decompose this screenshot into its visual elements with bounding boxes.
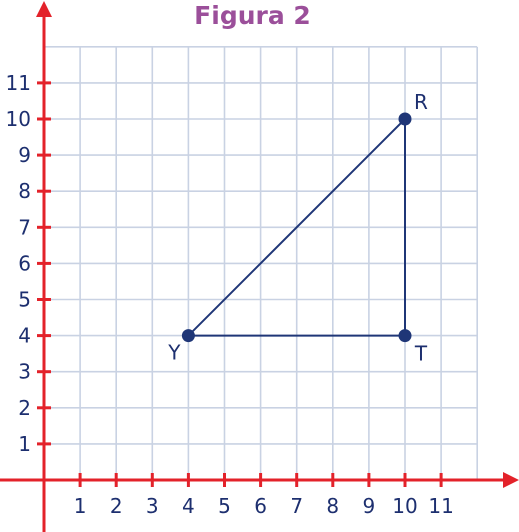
x-tick-label: 8 [326, 494, 339, 518]
y-tick-label: 5 [18, 288, 31, 312]
vertex-labels: R T Y [167, 90, 428, 366]
x-tick-label: 6 [254, 494, 267, 518]
triangle-edges [185, 116, 406, 337]
x-axis-arrowhead [503, 472, 519, 488]
y-axis-arrowhead [36, 1, 52, 17]
x-tick-label: 3 [146, 494, 159, 518]
x-tick-label: 1 [74, 494, 87, 518]
vertex-label-r: R [414, 90, 428, 114]
x-tick-label: 4 [182, 494, 195, 518]
x-tick-label: 11 [428, 494, 453, 518]
y-tick-label: 8 [18, 179, 31, 203]
x-tick-label: 7 [290, 494, 303, 518]
x-tick-label: 2 [110, 494, 123, 518]
y-tick-label: 6 [18, 251, 31, 275]
y-tick-label: 10 [6, 107, 31, 131]
x-tick-label: 5 [218, 494, 231, 518]
vertex-point-r [398, 112, 412, 126]
y-tick-label: 2 [18, 396, 31, 420]
x-tick-label: 10 [392, 494, 417, 518]
y-tick-label: 9 [18, 143, 31, 167]
y-tick-label: 3 [18, 360, 31, 384]
vertex-label-y: Y [167, 341, 181, 365]
triangle [181, 112, 412, 343]
y-tick-label: 4 [18, 324, 31, 348]
vertex-label-t: T [414, 342, 428, 366]
y-tick-label: 1 [18, 432, 31, 456]
y-tick-label: 7 [18, 215, 31, 239]
vertex-point-t [398, 329, 412, 343]
x-tick-label: 9 [363, 494, 376, 518]
vertex-point-y [181, 329, 195, 343]
figure-title: Figura 2 [194, 1, 311, 30]
axis-ticks [37, 81, 443, 487]
y-tick-label: 11 [6, 71, 31, 95]
